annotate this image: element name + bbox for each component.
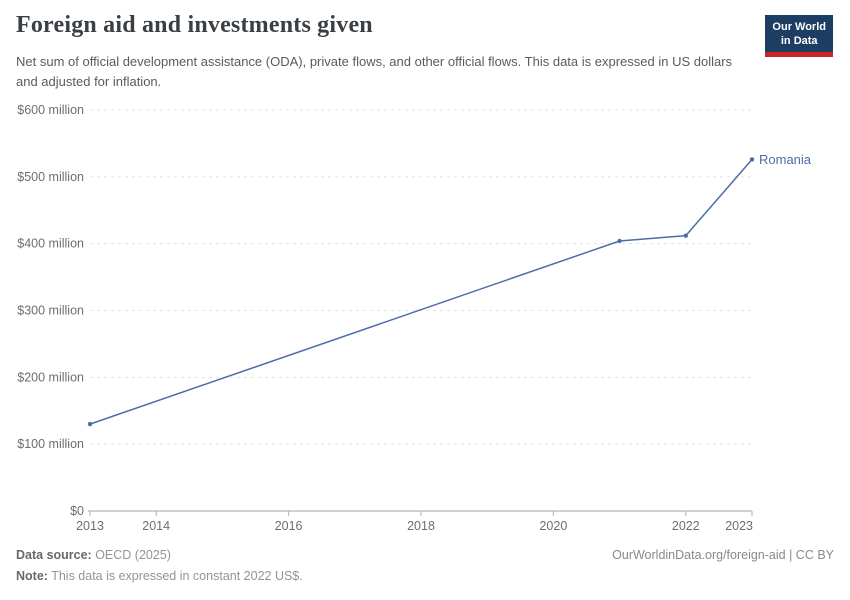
data-point-marker[interactable] xyxy=(87,421,93,427)
y-tick-label: $100 million xyxy=(17,437,84,451)
y-tick-label: $400 million xyxy=(17,237,84,251)
note-value: This data is expressed in constant 2022 … xyxy=(47,569,303,583)
y-tick-label: $300 million xyxy=(17,304,84,318)
data-source-value: OECD (2025) xyxy=(91,548,171,562)
data-point-marker[interactable] xyxy=(683,233,688,238)
x-tick-label: 2018 xyxy=(407,519,435,533)
data-point-marker[interactable] xyxy=(749,157,755,162)
x-tick-label: 2020 xyxy=(539,519,567,533)
x-tick-label: 2023 xyxy=(725,519,753,533)
y-tick-label: $0 xyxy=(70,504,84,518)
chart-subtitle: Net sum of official development assistan… xyxy=(16,54,733,89)
owid-logo-line2: in Data xyxy=(780,35,818,48)
chart-title: Foreign aid and investments given xyxy=(16,12,373,38)
owid-logo-line1: Our World xyxy=(772,21,826,33)
line-chart-plot: $0 $100 million $200 million $300 million $4… xyxy=(17,103,812,533)
note-line: Note: This data is expressed in constant… xyxy=(16,569,303,583)
y-tick-label: $600 million xyxy=(17,103,84,117)
y-tick-label: $500 million xyxy=(17,170,84,184)
x-tick-label: 2016 xyxy=(275,519,303,533)
x-tick-label: 2022 xyxy=(672,519,700,533)
owid-logo[interactable]: Our World in Data xyxy=(765,15,833,57)
note-label: Note: xyxy=(16,569,48,583)
y-tick-label: $200 million xyxy=(17,370,84,384)
owid-citation-link[interactable]: OurWorldinData.org/foreign-aid | CC BY xyxy=(612,548,834,562)
series-label-romania[interactable]: Romania xyxy=(759,152,812,167)
data-source-label: Data source: xyxy=(16,548,92,562)
x-tick-label: 2014 xyxy=(142,519,170,533)
data-source-line: Data source: OECD (2025) xyxy=(16,548,171,562)
series-line-romania[interactable] xyxy=(89,158,753,425)
data-point-marker[interactable] xyxy=(617,238,622,244)
x-tick-label: 2013 xyxy=(76,519,104,533)
